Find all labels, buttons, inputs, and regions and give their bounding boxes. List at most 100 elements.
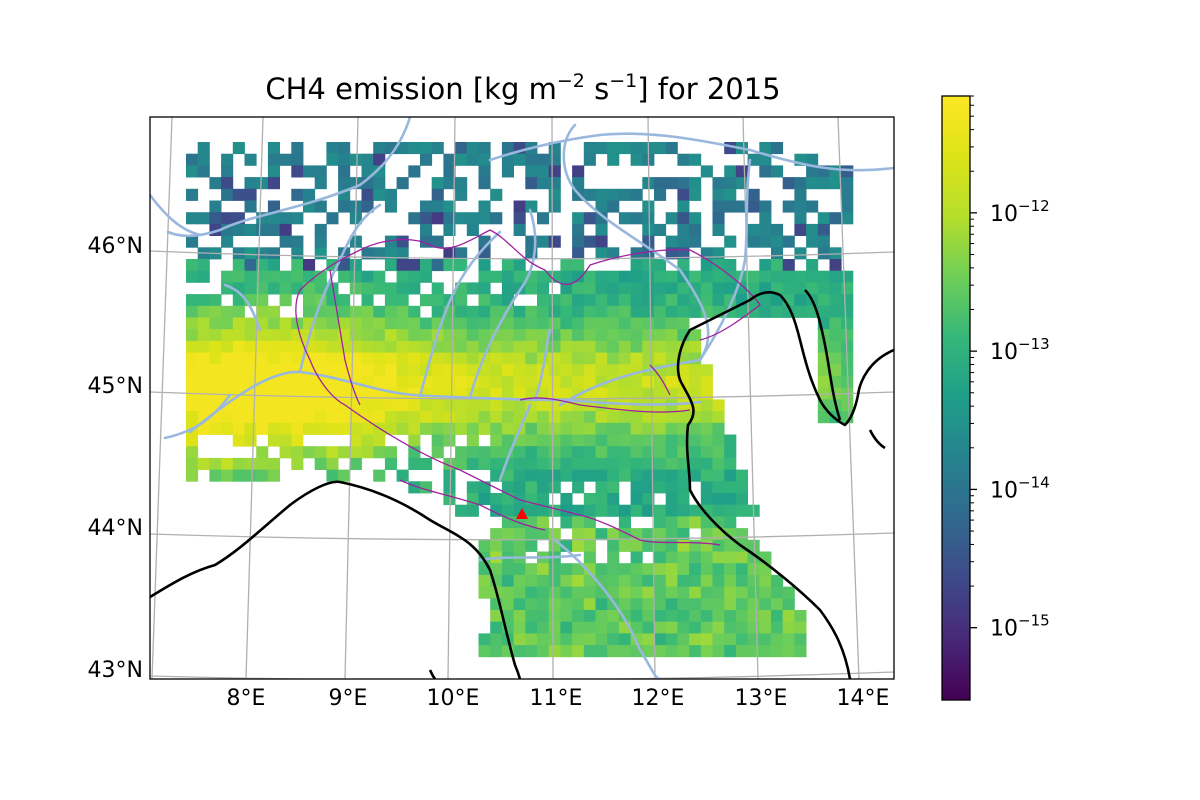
emission-cell [712, 270, 725, 283]
emission-cell [431, 235, 444, 248]
emission-cell [478, 200, 491, 213]
emission-cell [689, 434, 702, 447]
emission-cell [513, 212, 526, 225]
emission-cell [232, 329, 245, 342]
emission-cell [221, 352, 234, 365]
emission-cell [537, 610, 550, 623]
emission-cell [420, 329, 433, 342]
emission-cell [513, 259, 526, 272]
emission-cell [607, 153, 620, 166]
emission-cell [630, 352, 643, 365]
emission-cell [197, 212, 210, 225]
emission-cell [642, 504, 655, 517]
emission-cell [548, 305, 561, 318]
emission-cell [700, 563, 713, 576]
emission-cell [607, 188, 620, 201]
emission-cell [408, 329, 421, 342]
emission-cell [817, 270, 830, 283]
emission-cell [256, 223, 269, 236]
emission-cell [829, 329, 842, 342]
emission-cell [607, 282, 620, 295]
emission-cell [443, 376, 456, 389]
emission-cell [560, 469, 573, 482]
emission-cell [361, 305, 374, 318]
emission-cell [724, 165, 737, 178]
emission-cell [443, 212, 456, 225]
emission-cell [817, 305, 830, 318]
emission-cell [642, 376, 655, 389]
emission-cell [642, 352, 655, 365]
colorbar-tick-label: 10−13 [990, 335, 1050, 365]
emission-cell [724, 586, 737, 599]
emission-cell [478, 399, 491, 412]
emission-cell [408, 305, 421, 318]
emission-cell [267, 142, 280, 155]
emission-cell [537, 317, 550, 330]
emission-cell [548, 586, 561, 599]
emission-cell [841, 200, 854, 213]
emission-cell [408, 142, 421, 155]
emission-cell [607, 574, 620, 587]
emission-cell [443, 329, 456, 342]
emission-cell [384, 259, 397, 272]
emission-cell [689, 364, 702, 377]
emission-cell [595, 411, 608, 424]
emission-cell [548, 481, 561, 494]
emission-cell [349, 329, 362, 342]
emission-cell [677, 317, 690, 330]
emission-cell [595, 457, 608, 470]
emission-cell [735, 551, 748, 564]
emission-cell [572, 270, 585, 283]
emission-cell [572, 539, 585, 552]
river-piave [698, 158, 752, 362]
emission-cell [291, 270, 304, 283]
emission-cell [279, 223, 292, 236]
emission-cell [291, 188, 304, 201]
emission-cell [572, 586, 585, 599]
emission-cell [572, 247, 585, 260]
emission-cell [221, 329, 234, 342]
emission-cell [466, 282, 479, 295]
emission-cell [408, 352, 421, 365]
emission-cell [583, 282, 596, 295]
lon-tick-label: 11°E [530, 686, 583, 711]
emission-cell [186, 399, 199, 412]
emission-cell [209, 469, 222, 482]
emission-cell [513, 563, 526, 576]
emission-cell [583, 364, 596, 377]
emission-cell [501, 399, 514, 412]
emission-cell [712, 469, 725, 482]
emission-cell [654, 457, 667, 470]
emission-cell [689, 177, 702, 190]
emission-cell [338, 200, 351, 213]
emission-cell [420, 399, 433, 412]
emission-cell [537, 329, 550, 342]
emission-cell [654, 551, 667, 564]
emission-cell [630, 446, 643, 459]
emission-cell [560, 259, 573, 272]
emission-cell [595, 305, 608, 318]
emission-cell [712, 598, 725, 611]
emission-cell [572, 259, 585, 272]
emission-cell [607, 493, 620, 506]
emission-cell [583, 493, 596, 506]
emission-cell [583, 305, 596, 318]
emission-cell [712, 481, 725, 494]
river-po [188, 370, 702, 434]
emission-cell [595, 481, 608, 494]
emission-cell [443, 411, 456, 424]
emission-cell [537, 574, 550, 587]
emission-cell [478, 422, 491, 435]
emission-cell [677, 259, 690, 272]
emission-cell [654, 177, 667, 190]
emission-cell [221, 340, 234, 353]
emission-cell [525, 340, 538, 353]
emission-cell [794, 200, 807, 213]
emission-cell [279, 399, 292, 412]
emission-cell [747, 305, 760, 318]
emission-cell [724, 633, 737, 646]
emission-cell [326, 457, 339, 470]
emission-cell [806, 282, 819, 295]
emission-cell [583, 598, 596, 611]
emission-cell [338, 165, 351, 178]
